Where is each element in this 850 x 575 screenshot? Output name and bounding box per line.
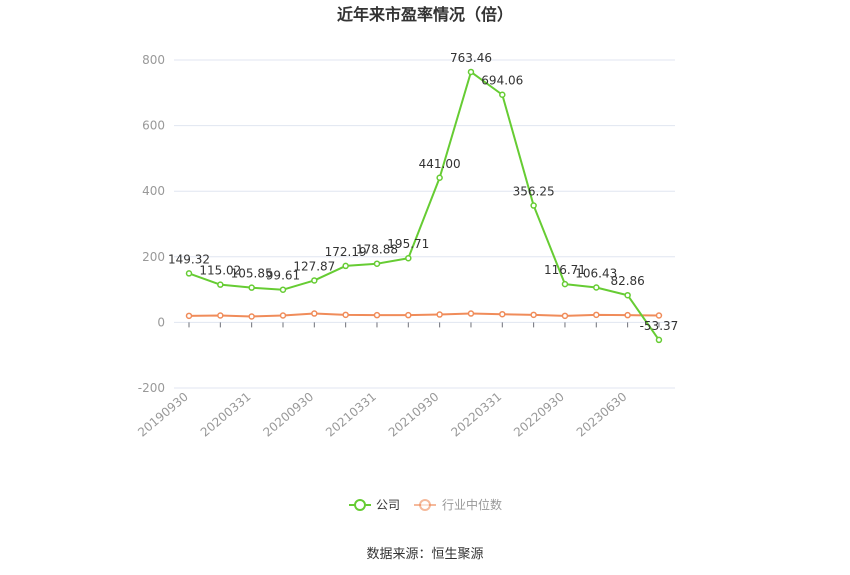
data-label: 106.43 [575,266,617,280]
data-point[interactable] [467,310,475,317]
x-axis: 20190930 20200331 20200930 20210331 20210930… [135,322,660,440]
x-tick-label: 20210930 [386,390,442,440]
data-point[interactable] [311,310,318,317]
data-labels: 149.32115.02105.8599.61127.87172.19178.8… [168,51,678,333]
data-point[interactable] [342,311,349,319]
legend-label-industry-median: 行业中位数 [442,497,502,512]
data-point[interactable] [624,311,631,319]
data-label: 115.02 [199,264,241,278]
legend-label-company: 公司 [376,498,400,512]
y-tick-label: -200 [138,381,165,395]
data-label: 195.71 [387,237,429,251]
y-tick-label: 600 [142,119,165,133]
data-label: 105.85 [231,267,273,281]
data-point[interactable] [373,311,381,319]
legend-item-company[interactable]: 公司 [349,498,400,512]
data-point[interactable] [593,284,600,291]
legend-marker-industry-median [419,499,431,511]
x-tick-label: 20190930 [135,390,191,440]
series-line [188,70,660,341]
data-point[interactable] [185,312,193,320]
data-point[interactable] [593,311,600,319]
data-label: 356.25 [513,185,555,199]
x-tick-label: 20220930 [511,390,567,440]
data-label: 116.71 [544,263,586,277]
data-point[interactable] [467,68,475,76]
data-point[interactable] [405,254,412,262]
y-tick-label: 400 [142,184,165,198]
data-point[interactable] [561,312,569,320]
y-axis: 800 600 400 200 0 -200 [138,53,165,395]
x-tick-label: 20210331 [323,390,379,440]
series-industry-median [185,310,663,320]
data-label: 127.87 [293,259,335,273]
chart-title: 近年来市盈率情况（倍） [337,5,513,24]
data-label: 149.32 [168,252,210,266]
data-source: 数据来源：恒生聚源 [366,547,483,562]
data-point[interactable] [279,312,287,319]
data-point[interactable] [248,284,255,291]
data-point[interactable] [624,291,631,299]
data-label: 178.88 [356,243,398,257]
data-label: 441.00 [419,157,461,171]
y-tick-label: 200 [142,250,165,264]
legend-item-industry-median[interactable]: 行业中位数 [414,497,502,512]
data-point[interactable] [217,281,224,288]
data-point[interactable] [248,313,255,320]
series-company [185,68,663,344]
data-point[interactable] [217,312,224,319]
data-point[interactable] [436,174,443,182]
data-point[interactable] [655,312,663,319]
y-tick-label: 800 [142,53,165,67]
legend: 公司 行业中位数 [349,497,502,512]
data-label: 82.86 [610,274,644,288]
data-point[interactable] [436,311,443,318]
series-line [188,312,659,318]
x-tick-label: 20200331 [198,390,254,440]
data-point[interactable] [405,311,412,319]
data-label: 172.19 [325,245,367,259]
x-tick-label: 20230630 [574,390,630,440]
data-point[interactable] [499,310,506,318]
data-point[interactable] [530,202,537,209]
data-point[interactable] [373,260,381,267]
data-label: 763.46 [450,51,492,65]
data-point[interactable] [655,336,663,344]
data-point[interactable] [279,286,287,293]
data-label: 694.06 [481,74,523,88]
series-layer [185,68,663,344]
grid-lines [174,59,675,389]
data-point[interactable] [561,280,569,288]
data-label: 99.61 [266,269,300,283]
data-point[interactable] [499,91,506,98]
data-point[interactable] [530,311,537,319]
y-tick-label: 0 [157,315,165,329]
data-point[interactable] [342,262,349,270]
x-tick-label: 20200930 [260,390,316,440]
data-label: -53.37 [640,319,679,333]
data-point[interactable] [185,270,193,277]
x-tick-label: 20220331 [448,390,504,440]
legend-marker-company [354,499,366,511]
data-point[interactable] [311,277,318,284]
